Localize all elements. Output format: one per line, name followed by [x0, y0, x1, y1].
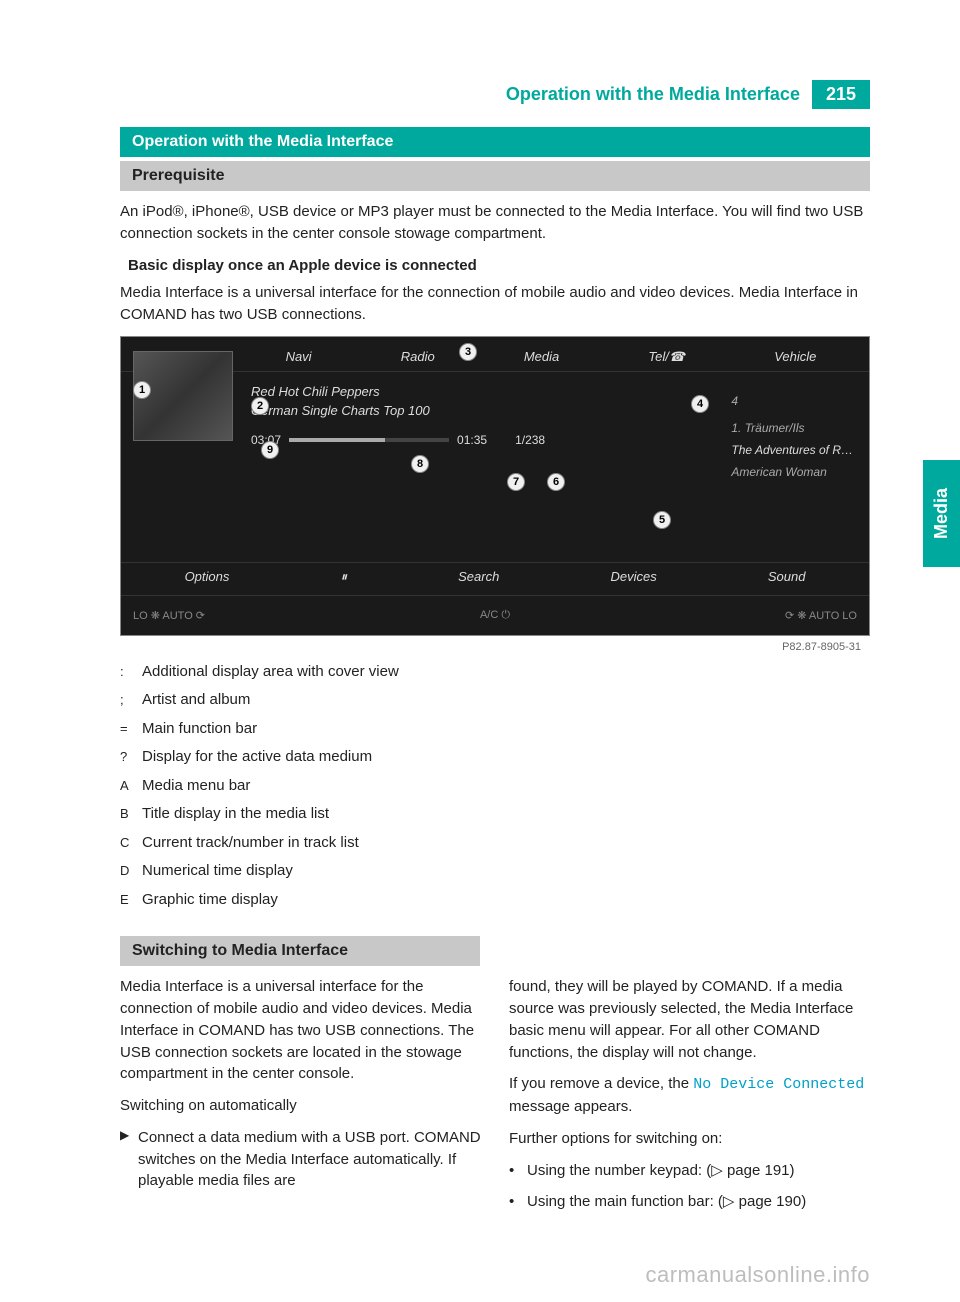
legend-marker: A: [120, 774, 142, 799]
prereq-text: An iPod®, iPhone®, USB device or MP3 pla…: [120, 201, 870, 245]
basic-display-heading: Basic display once an Apple device is co…: [120, 255, 870, 277]
display-message: No Device Connected: [693, 1076, 864, 1093]
watermark: carmanualsonline.info: [645, 1262, 870, 1288]
instruction-bullet: ▶ Connect a data medium with a USB port.…: [120, 1127, 481, 1192]
callout-4: 4: [691, 395, 709, 413]
body-paragraph: Further options for switching on:: [509, 1128, 870, 1150]
legend-marker: =: [120, 717, 142, 742]
two-column-body: Media Interface is a universal interface…: [120, 976, 870, 1223]
climate-right: ⟳ ❋ AUTO LO: [785, 609, 857, 622]
botbar-item: Search: [458, 569, 499, 585]
comand-screenshot: Navi Radio Media Tel/☎ Vehicle Red Hot C…: [120, 336, 870, 636]
callout-7: 7: [507, 473, 525, 491]
bullet-text: Using the number keypad: (▷ page 191): [527, 1160, 870, 1182]
fig-botbar: Options ⏸ Search Devices Sound: [121, 562, 869, 591]
page-header: Operation with the Media Interface 215: [120, 80, 870, 109]
body-paragraph: If you remove a device, the No Device Co…: [509, 1073, 870, 1118]
left-column: Media Interface is a universal interface…: [120, 976, 481, 1223]
legend-text: Numerical time display: [142, 857, 293, 886]
legend-item: CCurrent track/number in track list: [120, 829, 870, 858]
climate-left: LO ❋ AUTO ⟳: [133, 609, 205, 622]
text-fragment: message appears.: [509, 1098, 632, 1115]
fig-right-panel: 4 1. Träumer/Ils The Adventures of R… Am…: [731, 391, 853, 483]
legend-marker: B: [120, 802, 142, 827]
legend-marker: E: [120, 888, 142, 913]
callout-9: 9: [261, 441, 279, 459]
callout-1: 1: [133, 381, 151, 399]
callout-5: 5: [653, 511, 671, 529]
list-bullet: • Using the main function bar: (▷ page 1…: [509, 1191, 870, 1213]
legend-item: EGraphic time display: [120, 886, 870, 915]
legend-item: AMedia menu bar: [120, 772, 870, 801]
playlist-item: 1. Träumer/Ils: [731, 418, 853, 440]
section-heading-main: Operation with the Media Interface: [120, 127, 870, 157]
legend-text: Main function bar: [142, 715, 257, 744]
body-paragraph: found, they will be played by COMAND. If…: [509, 976, 870, 1063]
callout-2: 2: [251, 397, 269, 415]
legend-item: =Main function bar: [120, 715, 870, 744]
legend-item: DNumerical time display: [120, 857, 870, 886]
right-column: found, they will be played by COMAND. If…: [509, 976, 870, 1223]
bullet-text: Connect a data medium with a USB port. C…: [138, 1127, 481, 1192]
botbar-item: Devices: [610, 569, 656, 585]
list-bullet: • Using the number keypad: (▷ page 191): [509, 1160, 870, 1182]
callout-6: 6: [547, 473, 565, 491]
callout-3: 3: [459, 343, 477, 361]
topbar-item: Tel/☎: [648, 349, 685, 365]
playlist-item: American Woman: [731, 462, 853, 484]
section-heading-switching: Switching to Media Interface: [120, 936, 480, 966]
topbar-item: Media: [524, 349, 559, 365]
legend-item: BTitle display in the media list: [120, 800, 870, 829]
botbar-item: ⏸: [341, 569, 348, 585]
topbar-item: Radio: [401, 349, 435, 365]
progress-fill: [289, 438, 385, 442]
body-paragraph: Media Interface is a universal interface…: [120, 976, 481, 1085]
legend-item: :Additional display area with cover view: [120, 658, 870, 687]
bullet-icon: •: [509, 1160, 527, 1182]
header-title: Operation with the Media Interface: [120, 80, 812, 109]
legend-item: ?Display for the active data medium: [120, 743, 870, 772]
botbar-item: Sound: [768, 569, 806, 585]
callout-8: 8: [411, 455, 429, 473]
legend-list: :Additional display area with cover view…: [120, 658, 870, 915]
climate-bar: LO ❋ AUTO ⟳ A/C ⏻ ⟳ ❋ AUTO LO: [121, 595, 869, 635]
page-content: Operation with the Media Interface 215 O…: [0, 0, 960, 1263]
fig-topbar: Navi Radio Media Tel/☎ Vehicle: [121, 337, 869, 372]
legend-text: Graphic time display: [142, 886, 278, 915]
page-number: 215: [812, 80, 870, 109]
topbar-item: Vehicle: [774, 349, 816, 365]
progress-bar: [289, 438, 449, 442]
legend-marker: C: [120, 831, 142, 856]
triangle-icon: ▶: [120, 1127, 138, 1192]
legend-marker: :: [120, 660, 142, 685]
bullet-text: Using the main function bar: (▷ page 190…: [527, 1191, 870, 1213]
legend-item: ;Artist and album: [120, 686, 870, 715]
basic-display-text: Media Interface is a universal interface…: [120, 282, 870, 326]
legend-text: Additional display area with cover view: [142, 658, 399, 687]
playlist-item: The Adventures of R…: [731, 440, 853, 462]
track-position: 1/238: [515, 431, 545, 449]
legend-marker: ?: [120, 745, 142, 770]
bullet-icon: •: [509, 1191, 527, 1213]
section-heading-prereq: Prerequisite: [120, 161, 870, 191]
figure-caption: P82.87-8905-31: [782, 641, 861, 653]
legend-text: Current track/number in track list: [142, 829, 359, 858]
legend-marker: ;: [120, 688, 142, 713]
device-num: 4: [731, 391, 853, 413]
topbar-item: Navi: [286, 349, 312, 365]
legend-text: Artist and album: [142, 686, 250, 715]
body-paragraph: Switching on automatically: [120, 1095, 481, 1117]
legend-text: Display for the active data medium: [142, 743, 372, 772]
climate-mid: A/C ⏻: [480, 609, 510, 622]
legend-text: Media menu bar: [142, 772, 250, 801]
text-fragment: If you remove a device, the: [509, 1075, 693, 1092]
time-total: 01:35: [457, 431, 487, 449]
legend-marker: D: [120, 859, 142, 884]
legend-text: Title display in the media list: [142, 800, 329, 829]
botbar-item: Options: [185, 569, 230, 585]
